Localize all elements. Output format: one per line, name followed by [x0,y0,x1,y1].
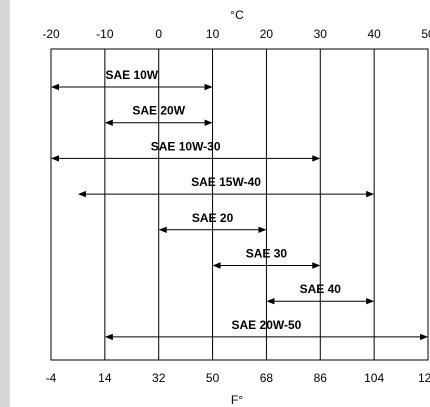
bottom-tick-label: 32 [152,371,166,385]
top-tick-label: 0 [155,27,162,41]
range-arrow-left [51,83,59,91]
range-arrow-left [51,155,59,162]
top-axis-ticks: -20 -10 0 10 20 30 40 50 [42,27,430,41]
bottom-tick-label: 50 [206,371,220,385]
top-tick-label: 40 [367,27,381,41]
range-sae-20: SAE 20 [158,211,267,233]
top-tick-label: -20 [42,27,60,41]
range-sae-15w-40: SAE 15W-40 [77,175,375,198]
range-label: SAE 20W-50 [232,318,302,332]
viscosity-range-chart: °C F° -20 -10 0 10 20 30 40 50 -4 14 32 50 68 86 104 1… [42,8,430,407]
bottom-tick-label: 104 [364,371,384,385]
bottom-axis-unit: F° [231,393,243,407]
range-sae-40: SAE 40 [266,282,375,305]
range-arrow-left [77,190,86,198]
range-arrow-left [104,119,113,126]
range-label: SAE 20 [192,211,234,225]
range-arrow-right [366,298,375,305]
range-label: SAE 30 [246,247,288,261]
top-tick-label: -10 [96,27,114,41]
range-arrow-right [204,83,213,91]
range-sae-30: SAE 30 [212,247,321,269]
range-sae-10w-30: SAE 10W-30 [51,139,321,162]
bottom-tick-label: 86 [314,371,328,385]
top-tick-label: 20 [260,27,274,41]
range-arrow-left [212,262,221,269]
bottom-axis-ticks: -4 14 32 50 68 86 104 122 [46,371,430,385]
range-sae-10w: SAE 10W [51,68,213,91]
top-tick-label: 50 [421,27,430,41]
range-sae-20w-50: SAE 20W-50 [104,318,428,341]
range-label: SAE 15W-40 [191,175,261,189]
range-arrow-left [266,298,275,305]
range-arrow-right [204,119,213,126]
bottom-tick-label: 14 [98,371,112,385]
range-label: SAE 40 [300,282,342,296]
range-arrow-left [104,333,113,341]
range-arrow-right [420,333,428,341]
bottom-tick-label: -4 [46,371,57,385]
bottom-tick-label: 122 [418,371,430,385]
top-tick-label: 30 [314,27,328,41]
range-label: SAE 10W [105,68,158,82]
range-sae-20w: SAE 20W [104,104,213,126]
range-arrow-right [366,190,375,198]
range-arrow-right [312,262,321,269]
top-tick-label: 10 [206,27,220,41]
grade-ranges: SAE 10W SAE 20W SAE 10W-30 SAE 15W-40 SAE 20… [51,68,428,341]
range-arrow-right [312,155,321,162]
bottom-tick-label: 68 [260,371,274,385]
plot-border [50,48,429,361]
grid-lines [104,49,375,360]
range-arrow-right [258,226,267,233]
top-axis-unit: °C [230,8,244,22]
range-label: SAE 20W [132,104,185,118]
range-label: SAE 10W-30 [151,139,221,153]
range-arrow-left [158,226,167,233]
